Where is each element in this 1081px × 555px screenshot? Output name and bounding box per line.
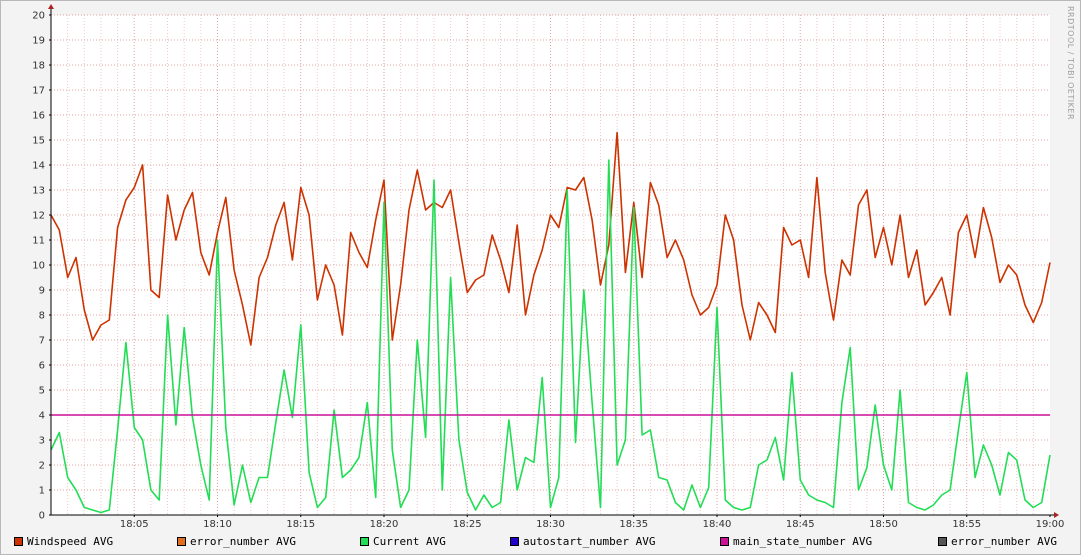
legend-label-current: Current AVG bbox=[373, 535, 446, 548]
legend-item-autostart-number: autostart_number AVG bbox=[510, 535, 655, 548]
y-tick-label: 18 bbox=[32, 61, 45, 72]
y-tick-label: 20 bbox=[32, 11, 45, 22]
x-tick-label: 18:05 bbox=[120, 519, 149, 530]
legend-swatch-windspeed bbox=[14, 537, 23, 546]
x-tick-label: 18:25 bbox=[453, 519, 482, 530]
y-tick-label: 4 bbox=[39, 411, 45, 422]
x-tick-labels: 18:05 18:10 18:15 18:20 18:25 18:30 18:35 18:40… bbox=[120, 519, 1065, 530]
y-tick-label: 2 bbox=[39, 461, 45, 472]
legend-item-windspeed: Windspeed AVG bbox=[14, 535, 113, 548]
series-layer bbox=[50, 131, 1051, 514]
legend-item-main-state-number: main_state_number AVG bbox=[720, 535, 872, 548]
legend-label-error-number: error_number AVG bbox=[190, 535, 296, 548]
rrdtool-watermark: RRDTOOL / TOBI OETIKER bbox=[1066, 6, 1075, 121]
legend-item-current: Current AVG bbox=[360, 535, 446, 548]
series-line-0 bbox=[50, 131, 1051, 346]
legend-label-autostart-number: autostart_number AVG bbox=[523, 535, 656, 548]
y-tick-label: 10 bbox=[32, 261, 45, 272]
y-tick-label: 0 bbox=[39, 511, 45, 522]
y-tick-label: 14 bbox=[32, 161, 45, 172]
legend-item-error-number: error_number AVG bbox=[177, 535, 296, 548]
y-tick-label: 7 bbox=[39, 336, 45, 347]
y-tick-label: 5 bbox=[39, 386, 45, 397]
y-tick-label: 12 bbox=[32, 211, 45, 222]
legend-label-error-number-2: error_number AVG bbox=[951, 535, 1057, 548]
y-tick-label: 8 bbox=[39, 311, 45, 322]
legend-swatch-autostart-number bbox=[510, 537, 519, 546]
y-tick-label: 13 bbox=[32, 186, 45, 197]
y-tick-label: 1 bbox=[39, 486, 45, 497]
legend-swatch-current bbox=[360, 537, 369, 546]
legend-swatch-error-number bbox=[177, 537, 186, 546]
legend-item-error-number-2: error_number AVG bbox=[938, 535, 1057, 548]
legend-swatch-main-state-number bbox=[720, 537, 729, 546]
y-tick-label: 3 bbox=[39, 436, 45, 447]
x-tick-label: 19:00 bbox=[1036, 519, 1065, 530]
legend: Windspeed AVG error_number AVG Current A… bbox=[14, 535, 1074, 549]
x-tick-label: 18:35 bbox=[619, 519, 648, 530]
x-tick-label: 18:55 bbox=[952, 519, 981, 530]
axes bbox=[48, 4, 1059, 518]
y-tick-label: 19 bbox=[32, 36, 45, 47]
y-tick-label: 9 bbox=[39, 286, 45, 297]
y-tick-label: 15 bbox=[32, 136, 45, 147]
x-axis-arrow bbox=[1054, 512, 1059, 518]
x-tick-label: 18:45 bbox=[786, 519, 815, 530]
legend-swatch-error-number-2 bbox=[938, 537, 947, 546]
legend-label-windspeed: Windspeed AVG bbox=[27, 535, 114, 548]
x-tick-label: 18:40 bbox=[703, 519, 732, 530]
y-axis-arrow bbox=[48, 4, 54, 9]
y-tick-label: 11 bbox=[32, 236, 45, 247]
grid-major bbox=[51, 14, 1050, 515]
x-tick-label: 18:30 bbox=[536, 519, 565, 530]
y-tick-label: 6 bbox=[39, 361, 45, 372]
series-line-2 bbox=[50, 159, 1051, 514]
y-tick-label: 17 bbox=[32, 86, 45, 97]
x-tick-label: 18:50 bbox=[869, 519, 898, 530]
legend-label-main-state-number: main_state_number AVG bbox=[733, 535, 873, 548]
x-tick-label: 18:15 bbox=[286, 519, 315, 530]
y-tick-label: 16 bbox=[32, 111, 45, 122]
x-tick-label: 18:20 bbox=[370, 519, 399, 530]
x-tick-label: 18:10 bbox=[203, 519, 232, 530]
